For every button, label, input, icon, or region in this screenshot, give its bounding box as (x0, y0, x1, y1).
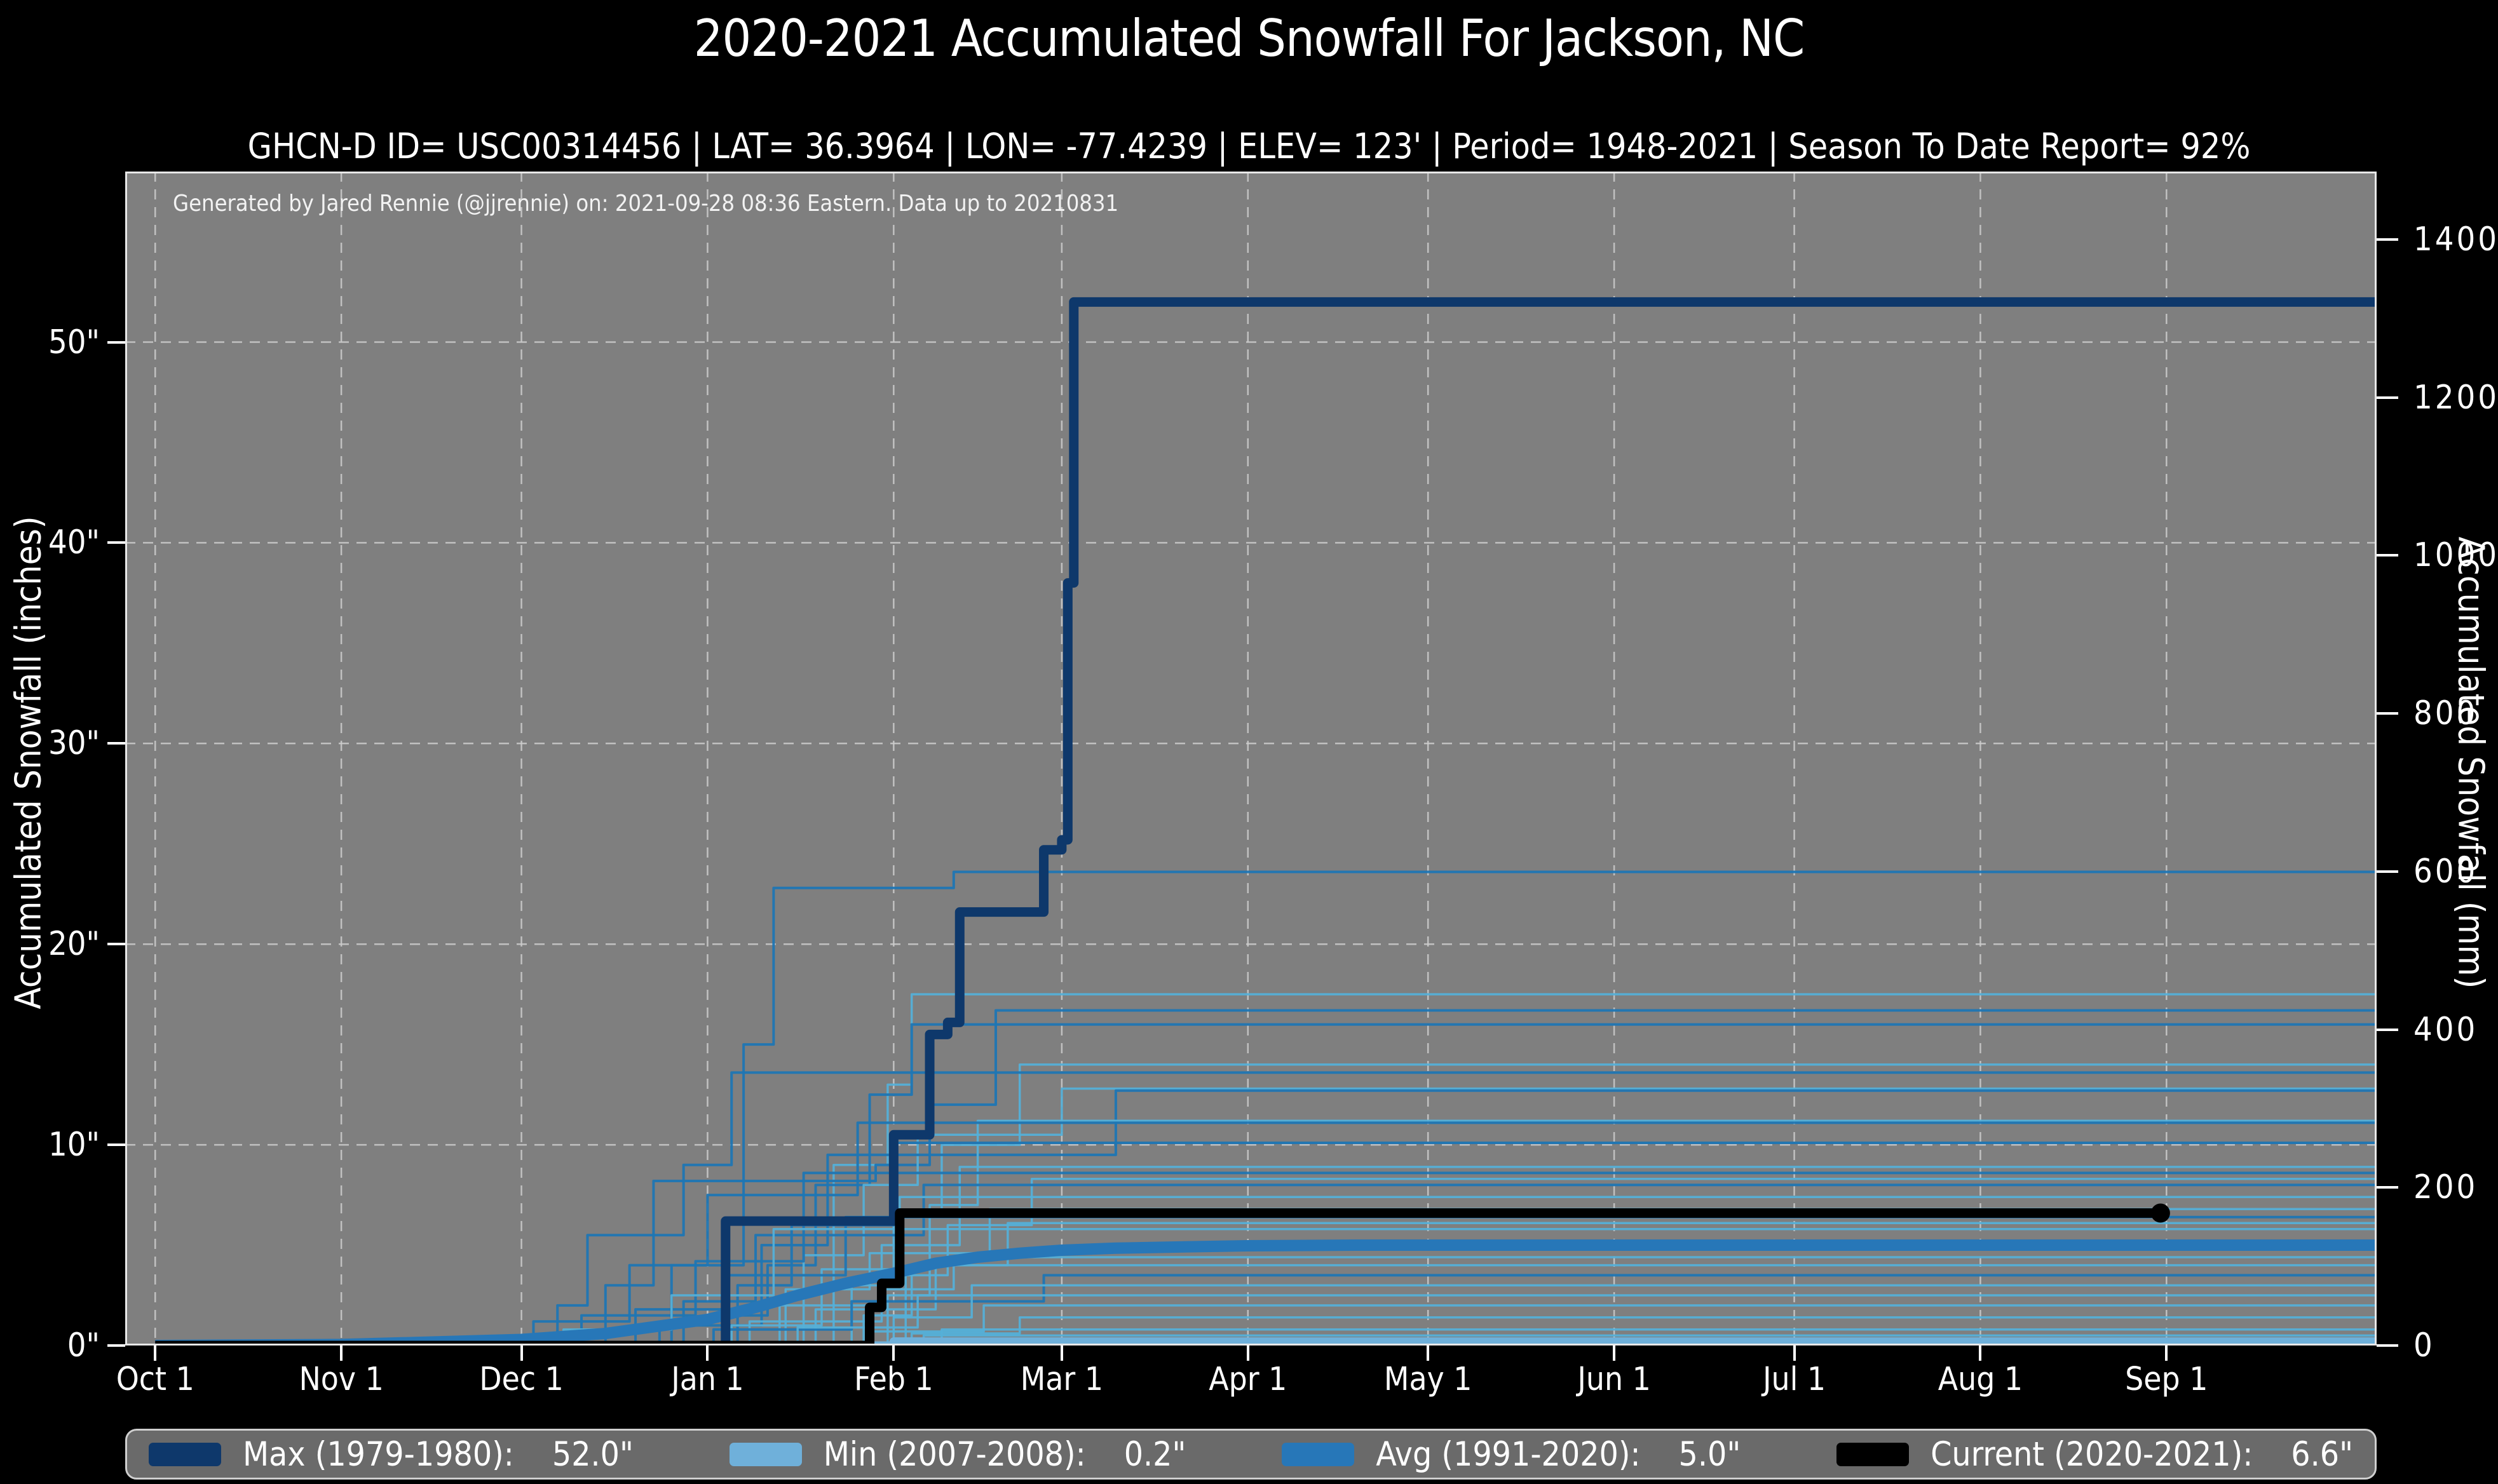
historical-season-line (155, 1178, 2377, 1346)
x-tick-mark (520, 1346, 523, 1361)
y-tick-label-inches: 10" (48, 1126, 100, 1164)
y-axis-title-inches: Accumulated Snowfall (inches) (8, 516, 50, 1009)
historical-season-line (155, 993, 2377, 1346)
plot-area (125, 172, 2377, 1346)
y-tick-label-mm: 1200 (2413, 378, 2498, 417)
y-tick-mark-mm (2377, 396, 2398, 399)
y-tick-label-mm: 800 (2413, 694, 2478, 733)
x-tick-mark (2165, 1346, 2168, 1361)
y-tick-label-mm: 600 (2413, 852, 2478, 891)
y-tick-label-inches: 50" (48, 323, 100, 361)
snowfall-chart (125, 172, 2377, 1346)
historical-season-line (155, 1121, 2377, 1346)
series-line-max (155, 297, 2377, 1346)
y-tick-mark-mm (2377, 1344, 2398, 1347)
x-tick-mark (1613, 1346, 1616, 1361)
historical-season-line (155, 1316, 2377, 1346)
x-tick-label: May 1 (1383, 1361, 1472, 1398)
page-title: 2020-2021 Accumulated Snowfall For Jacks… (693, 9, 1805, 68)
x-tick-label: Feb 1 (853, 1361, 933, 1398)
x-tick-mark (1979, 1346, 1982, 1361)
legend-value-max: 52.0" (552, 1434, 634, 1474)
historical-season-line (155, 1184, 2377, 1346)
historical-season-line (155, 1304, 2377, 1346)
y-tick-mark-mm (2377, 870, 2398, 873)
x-tick-label: Oct 1 (116, 1361, 194, 1398)
x-tick-mark (340, 1346, 343, 1361)
x-tick-label: Nov 1 (299, 1361, 384, 1398)
y-tick-mark-mm (2377, 1186, 2398, 1189)
y-tick-label-inches: 40" (48, 523, 100, 562)
x-tick-mark (1060, 1346, 1063, 1361)
station-subtitle: GHCN-D ID= USC00314456 | LAT= 36.3964 | … (247, 126, 2251, 166)
series-line-avg (155, 1239, 2377, 1346)
legend-value-avg: 5.0" (1678, 1434, 1741, 1474)
y-tick-mark-mm (2377, 238, 2398, 241)
historical-season-line (155, 1063, 2377, 1346)
x-tick-mark (892, 1346, 895, 1361)
y-tick-mark-inches (107, 1143, 125, 1147)
legend-label-min: Min (2007-2008): (823, 1434, 1086, 1474)
plot-border (125, 172, 2377, 1346)
x-tick-mark (1246, 1346, 1249, 1361)
x-tick-label: Jul 1 (1762, 1361, 1826, 1398)
legend-bar: Max (1979-1980): 52.0" Min (2007-2008): 0.2… (125, 1429, 2377, 1480)
historical-season-line (155, 1071, 2377, 1346)
x-tick-mark (706, 1346, 709, 1361)
x-tick-label: Jan 1 (671, 1361, 744, 1398)
historical-season-line (155, 1284, 2377, 1346)
generated-by-watermark: Generated by Jared Rennie (@jjrennie) on… (173, 191, 1119, 217)
legend-item-current: Current (2020-2021): 6.6" (1836, 1435, 2353, 1474)
x-tick-label: Aug 1 (1938, 1361, 2023, 1398)
x-tick-label: Jun 1 (1577, 1361, 1651, 1398)
current-end-dot (2150, 1203, 2170, 1223)
series-line-current (155, 1208, 2161, 1346)
series-line-min (155, 1337, 2377, 1346)
legend-item-max: Max (1979-1980): 52.0" (149, 1435, 634, 1474)
historical-season-line (155, 1215, 2377, 1346)
historical-season-line (155, 1196, 2377, 1346)
legend-item-avg: Avg (1991-2020): 5.0" (1282, 1435, 1741, 1474)
y-tick-mark-inches (107, 541, 125, 544)
legend-swatch-min (729, 1442, 802, 1466)
historical-season-line (155, 1256, 2377, 1346)
y-tick-mark-mm (2377, 1028, 2398, 1031)
legend-swatch-current (1836, 1442, 1910, 1466)
legend-label-current: Current (2020-2021): (1931, 1434, 2253, 1474)
legend-label-avg: Avg (1991-2020): (1376, 1434, 1641, 1474)
x-tick-label: Apr 1 (1209, 1361, 1287, 1398)
legend-value-min: 0.2" (1123, 1434, 1186, 1474)
legend-value-current: 6.6" (2291, 1434, 2353, 1474)
legend-label-max: Max (1979-1980): (243, 1434, 514, 1474)
legend-item-min: Min (2007-2008): 0.2" (729, 1434, 1186, 1474)
y-tick-label-inches: 20" (48, 925, 100, 964)
x-tick-mark (1427, 1346, 1430, 1361)
y-tick-label-mm: 1000 (2413, 536, 2498, 575)
y-tick-mark-mm (2377, 712, 2398, 715)
y-tick-mark-inches (107, 341, 125, 344)
legend-swatch-max (149, 1442, 221, 1466)
y-tick-label-mm: 200 (2413, 1168, 2478, 1207)
y-tick-mark-mm (2377, 554, 2398, 557)
y-tick-label-inches: 0" (67, 1326, 100, 1365)
x-tick-label: Dec 1 (479, 1361, 564, 1398)
x-tick-mark (154, 1346, 157, 1361)
x-tick-mark (1793, 1346, 1796, 1361)
legend-swatch-avg (1282, 1442, 1355, 1466)
historical-season-line (155, 1294, 2377, 1346)
y-tick-mark-inches (107, 943, 125, 946)
y-tick-label-inches: 30" (48, 724, 100, 763)
historical-season-line (155, 1119, 2377, 1346)
y-tick-label-mm: 400 (2413, 1010, 2478, 1049)
y-tick-label-mm: 0 (2413, 1326, 2435, 1365)
x-tick-label: Sep 1 (2125, 1361, 2208, 1398)
y-tick-mark-inches (107, 1344, 125, 1347)
x-tick-label: Mar 1 (1020, 1361, 1104, 1398)
y-tick-label-mm: 1400 (2413, 220, 2498, 259)
y-tick-mark-inches (107, 742, 125, 745)
historical-season-line (155, 1171, 2377, 1346)
